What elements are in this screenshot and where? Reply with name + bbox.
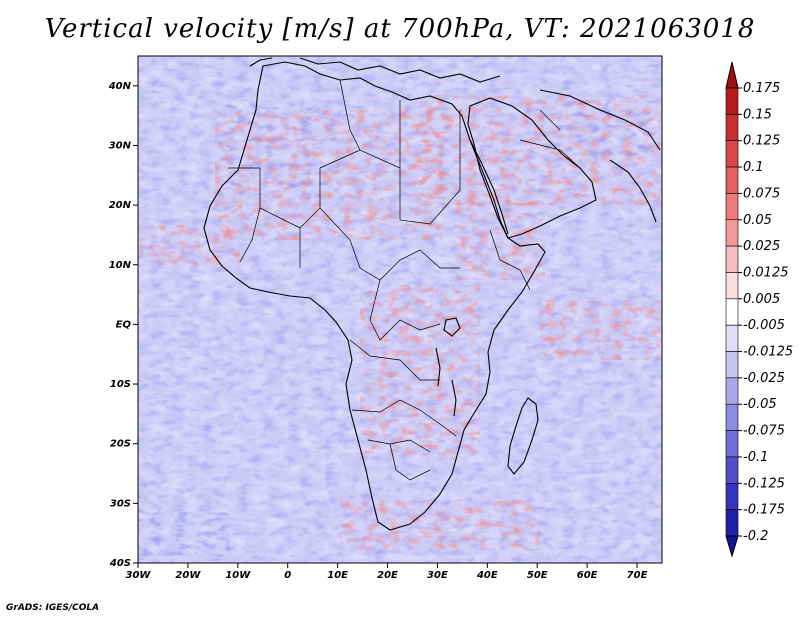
colorbar-label: 0.005 — [743, 292, 780, 307]
colorbar-bin — [725, 193, 739, 221]
border-5 — [369, 279, 441, 341]
colorbar-bin — [725, 377, 739, 405]
lon-label: 60E — [577, 570, 598, 581]
colorbar-label: -0.125 — [743, 476, 785, 491]
map-title: Vertical velocity [m/s] at 700hPa, VT: 2… — [44, 14, 756, 44]
lat-label: 10N — [109, 260, 132, 271]
plot-frame — [137, 55, 663, 564]
colorbar-label: -0.1 — [743, 450, 768, 465]
colorbar-bin — [725, 219, 739, 247]
lon-label: 30E — [427, 570, 448, 581]
colorbar-label: 0.025 — [743, 239, 780, 254]
lat-label: EQ — [116, 319, 132, 330]
lon-label: 50E — [527, 570, 548, 581]
lat-label: 40N — [108, 81, 132, 92]
lat-label: 10S — [110, 379, 131, 390]
colorbar-bin — [725, 114, 739, 142]
arabia-coastline — [467, 97, 597, 239]
border-7 — [351, 399, 457, 437]
lake-victoria — [443, 317, 461, 337]
colorbar-label: -0.0125 — [743, 345, 793, 360]
colorbar-label: 0.175 — [743, 81, 780, 96]
coastlines — [203, 57, 661, 531]
border-3 — [239, 207, 361, 269]
colorbar-bottom-arrow — [725, 535, 739, 558]
colorbar-label: -0.175 — [743, 503, 785, 518]
colorbar-label: 0.15 — [743, 107, 772, 122]
lon-label: 0 — [284, 570, 291, 581]
active-region-overlay-2 — [138, 100, 650, 560]
border-4 — [359, 249, 460, 281]
colorbar-bin — [725, 324, 739, 352]
colorbar-label: -0.025 — [743, 371, 785, 386]
colorbar-bin — [725, 403, 739, 431]
border-8 — [367, 439, 431, 481]
colorbar-bin — [725, 430, 739, 458]
colorbar-label: -0.2 — [743, 529, 768, 544]
colorbar-label: 0.1 — [743, 160, 764, 175]
colorbar-bin — [725, 482, 739, 510]
lon-label: 20W — [175, 570, 201, 581]
colorbar-label: -0.05 — [743, 397, 777, 412]
colorbar-bin — [725, 456, 739, 484]
lon-label: 20E — [377, 570, 398, 581]
colorbar-bin — [725, 140, 739, 168]
lat-label: 20N — [109, 200, 132, 211]
africa-coastline — [203, 61, 546, 531]
red-sea-coast — [469, 139, 509, 235]
colorbar-bin — [725, 245, 739, 273]
lat-label: 30S — [110, 498, 131, 509]
colorbar-bin — [725, 87, 739, 115]
colorbar-label: -0.005 — [743, 318, 785, 333]
colorbar-label: -0.075 — [743, 424, 785, 439]
lon-label: 10W — [225, 570, 251, 581]
europe-coastline — [249, 57, 501, 83]
lake-malawi — [451, 379, 457, 417]
plot-area — [138, 56, 662, 563]
colorbar-top-arrow — [725, 61, 739, 89]
border-6 — [349, 339, 440, 381]
lon-label: 10E — [327, 570, 348, 581]
iran-coastline — [539, 89, 661, 151]
madagascar-coastline — [507, 397, 539, 475]
border-1 — [228, 167, 321, 229]
colorbar-label: 0.05 — [743, 213, 772, 228]
latitude-axis: 40N 30N 20N 10N EQ 10S 20S 30S 40S — [108, 81, 138, 569]
longitude-axis: 30W 20W 10W 0 10E 20E 30E 40E 50E 60E 70E — [126, 563, 648, 581]
country-borders — [228, 79, 581, 481]
colorbar: 0.175 0.15 0.125 0.1 0.075 0.05 0.025 0.0125 0.0… — [725, 61, 793, 558]
colorbar-label: 0.075 — [743, 186, 780, 201]
colorbar-bin — [725, 166, 739, 194]
lat-label: 40S — [109, 558, 131, 569]
lat-label: 30N — [109, 140, 132, 151]
grads-credit: GrADS: IGES/COLA — [6, 603, 100, 613]
lon-label: 30W — [126, 570, 152, 581]
colorbar-bin — [725, 298, 739, 326]
border-10 — [489, 229, 531, 291]
lon-label: 70E — [627, 570, 648, 581]
lat-label: 20S — [110, 439, 131, 450]
lon-label: 40E — [476, 570, 498, 581]
colorbar-bin — [725, 351, 739, 379]
colorbar-label: 0.125 — [743, 134, 780, 149]
colorbar-bin — [725, 272, 739, 300]
india-coastline — [609, 159, 657, 223]
border-9 — [339, 79, 461, 168]
colorbar-bin — [725, 509, 739, 537]
border-11 — [519, 109, 581, 169]
colorbar-label: 0.0125 — [743, 265, 789, 280]
